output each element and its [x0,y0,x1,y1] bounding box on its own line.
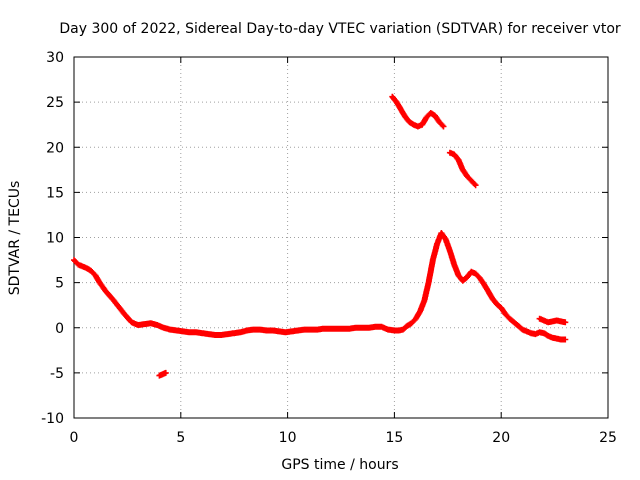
data-series-descending-trace [446,149,479,189]
y-tick-label: 0 [55,321,64,337]
x-tick-label: 15 [385,430,403,446]
gridlines [74,57,608,418]
data-series-upper-trace [536,315,569,326]
data-series-main-trace [71,230,569,343]
y-tick-label: 15 [46,185,64,201]
x-tick-label: 20 [492,430,510,446]
x-tick-label: 25 [599,430,617,446]
x-axis: 0 5 10 15 20 25 [70,57,617,446]
x-axis-label: GPS time / hours [281,457,398,473]
chart-title: Day 300 of 2022, Sidereal Day-to-day VTE… [59,21,621,37]
y-tick-label: 10 [46,231,64,247]
x-tick-label: 5 [176,430,185,446]
x-tick-label: 10 [279,430,297,446]
y-axis-label: SDTVAR / TECUs [7,181,23,296]
y-tick-label: -5 [50,366,64,382]
y-tick-label: -10 [41,411,64,427]
x-tick-label: 0 [70,430,79,446]
data-series-isolated-point [156,369,169,379]
data-series-arc-trace [389,93,447,130]
y-tick-label: 5 [55,276,64,292]
y-tick-label: 25 [46,95,64,111]
y-tick-label: 30 [46,50,64,66]
data-markers [71,93,569,379]
y-tick-label: 20 [46,140,64,156]
y-axis: -10 -5 0 5 10 15 20 25 30 [41,50,608,427]
